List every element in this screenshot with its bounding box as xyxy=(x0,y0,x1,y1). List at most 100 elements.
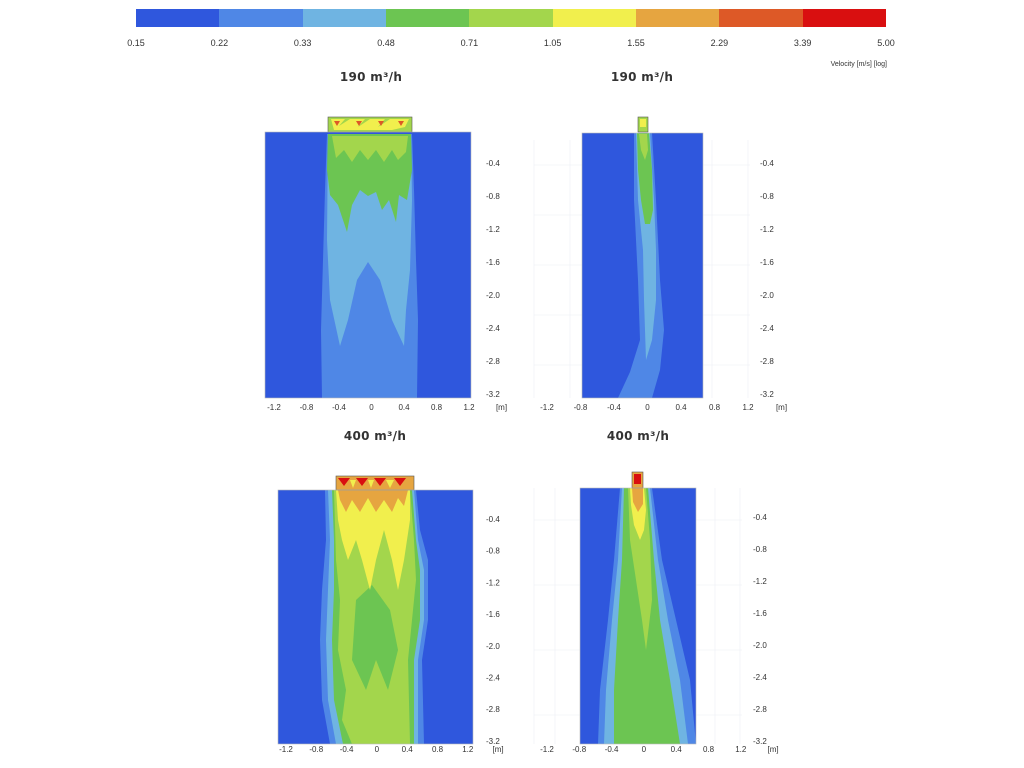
contour-1.05 xyxy=(336,490,410,590)
legend-tick-label: 1.55 xyxy=(627,38,645,48)
x-tick-label: -1.2 xyxy=(540,745,554,754)
legend-tick-label: 2.29 xyxy=(710,38,729,48)
y-tick-label: -1.6 xyxy=(486,610,500,619)
x-tick-label: -0.8 xyxy=(309,745,323,754)
y-tick-label: -1.6 xyxy=(760,258,774,267)
legend-color-segment xyxy=(469,9,554,27)
x-tick-label: -1.2 xyxy=(540,403,554,412)
y-tick-label: -0.4 xyxy=(760,159,774,168)
y-tick-label: -0.8 xyxy=(486,192,500,201)
x-tick-label: -1.2 xyxy=(267,403,281,412)
x-tick-label: 0.8 xyxy=(709,403,721,412)
legend-color-segment xyxy=(302,9,387,27)
diffuser-swirl xyxy=(331,119,409,130)
grid xyxy=(533,140,750,398)
panel-title-190-front: 190 m³/h xyxy=(339,70,403,84)
y-tick-label: -1.2 xyxy=(486,578,500,587)
y-tick-label: -1.2 xyxy=(760,225,774,234)
y-tick-label: -1.6 xyxy=(486,258,500,267)
x-tick-label: 1.2 xyxy=(742,403,754,412)
y-tick-label: -0.4 xyxy=(486,159,500,168)
y-tick-label: -0.4 xyxy=(753,513,767,522)
legend-color-segment xyxy=(802,9,887,27)
legend-tick-label: 1.05 xyxy=(543,38,562,48)
y-tick-label: -2.8 xyxy=(760,357,774,366)
y-tick-label: -2.8 xyxy=(486,357,500,366)
y-tick-label: -1.6 xyxy=(753,609,767,618)
plot-frame xyxy=(579,487,697,745)
y-tick-label: -0.8 xyxy=(486,547,500,556)
axis-labels: -1.2 -0.8 -0.4 0 0.4 0.8 1.2 [m] -0.4 -0.8 -1.2 -1.… xyxy=(267,159,787,754)
x-tick-label: [m] xyxy=(776,403,787,412)
x-tick-label: -0.4 xyxy=(605,745,619,754)
x-tick-label: 0.8 xyxy=(703,745,715,754)
x-tick-label: -0.4 xyxy=(607,403,621,412)
legend-tick-label: 0.33 xyxy=(293,38,312,48)
diffuser-core xyxy=(634,474,641,484)
legend-color-segment xyxy=(136,9,220,27)
legend-tick-label: 0.22 xyxy=(210,38,229,48)
y-tick-label: -2.4 xyxy=(486,674,500,683)
y-tick-label: -3.2 xyxy=(486,737,500,746)
legend-color-segment xyxy=(719,9,804,27)
diffuser-warm xyxy=(350,480,394,488)
y-tick-label: -2.8 xyxy=(486,705,500,714)
contour-0.71 xyxy=(628,488,652,650)
x-tick-label: 0 xyxy=(375,745,380,754)
y-tick-label: -2.8 xyxy=(753,705,767,714)
y-tick-label: -2.4 xyxy=(753,673,767,682)
x-tick-label: -1.2 xyxy=(279,745,293,754)
y-tick-label: -2.0 xyxy=(486,642,500,651)
plot-400-front xyxy=(277,475,474,745)
y-tick-label: -3.2 xyxy=(760,390,774,399)
x-tick-label: 0.8 xyxy=(432,745,444,754)
contour-0.48 xyxy=(637,133,653,224)
panel-title-190-side: 190 m³/h xyxy=(610,70,674,84)
x-tick-label: -0.4 xyxy=(340,745,354,754)
y-tick-label: -2.0 xyxy=(760,291,774,300)
legend-tick-label: 5.00 xyxy=(877,38,895,48)
x-tick-label: -0.8 xyxy=(574,403,588,412)
plot-frame xyxy=(581,132,704,399)
y-tick-label: -1.2 xyxy=(486,225,500,234)
y-tick-label: -1.2 xyxy=(753,577,767,586)
contour-0.71 xyxy=(332,136,408,162)
x-tick-label: 0 xyxy=(642,745,647,754)
x-tick-label: 0.8 xyxy=(431,403,443,412)
y-tick-label: -3.2 xyxy=(753,737,767,746)
diffuser-core xyxy=(640,119,646,127)
contour-1.55 xyxy=(632,488,643,512)
x-tick-label: [m] xyxy=(493,745,504,754)
legend-tick-label: 0.48 xyxy=(377,38,395,48)
y-tick-label: -2.4 xyxy=(486,324,500,333)
contour-0.71 xyxy=(639,134,648,160)
legend-color-segment xyxy=(219,9,304,27)
plot-frame xyxy=(277,489,474,745)
color-scale-unit-label: Velocity [m/s] [log] xyxy=(830,61,887,68)
legend-tick-label: 0.71 xyxy=(460,38,479,48)
y-tick-label: -0.8 xyxy=(760,192,774,201)
y-tick-label: -2.0 xyxy=(753,641,767,650)
x-tick-label: 0.4 xyxy=(675,403,687,412)
panel-title-400-side: 400 m³/h xyxy=(606,429,670,443)
x-tick-label: 1.2 xyxy=(735,745,747,754)
velocity-legend: 0.15 0.22 0.33 0.48 0.71 1.05 1.55 2.29 3.39 5.00… xyxy=(0,0,1024,80)
legend-color-segment xyxy=(552,9,637,27)
grid xyxy=(533,488,742,744)
plot-190-side xyxy=(533,116,750,399)
x-tick-label: 1.2 xyxy=(462,745,474,754)
contour-0.48 xyxy=(327,134,412,232)
plot-190-front xyxy=(264,116,472,399)
x-tick-label: 0.4 xyxy=(402,745,414,754)
legend-tick-label: 0.15 xyxy=(127,38,145,48)
contour-1.55 xyxy=(338,490,408,512)
legend-color-segment xyxy=(386,9,470,27)
x-tick-label: 1.2 xyxy=(463,403,475,412)
x-tick-label: [m] xyxy=(496,403,507,412)
y-tick-label: -2.4 xyxy=(760,324,774,333)
x-tick-label: -0.8 xyxy=(572,745,586,754)
x-tick-label: 0 xyxy=(645,403,650,412)
y-tick-label: -2.0 xyxy=(486,291,500,300)
plot-frame xyxy=(264,131,472,399)
y-tick-label: -0.4 xyxy=(486,515,500,524)
